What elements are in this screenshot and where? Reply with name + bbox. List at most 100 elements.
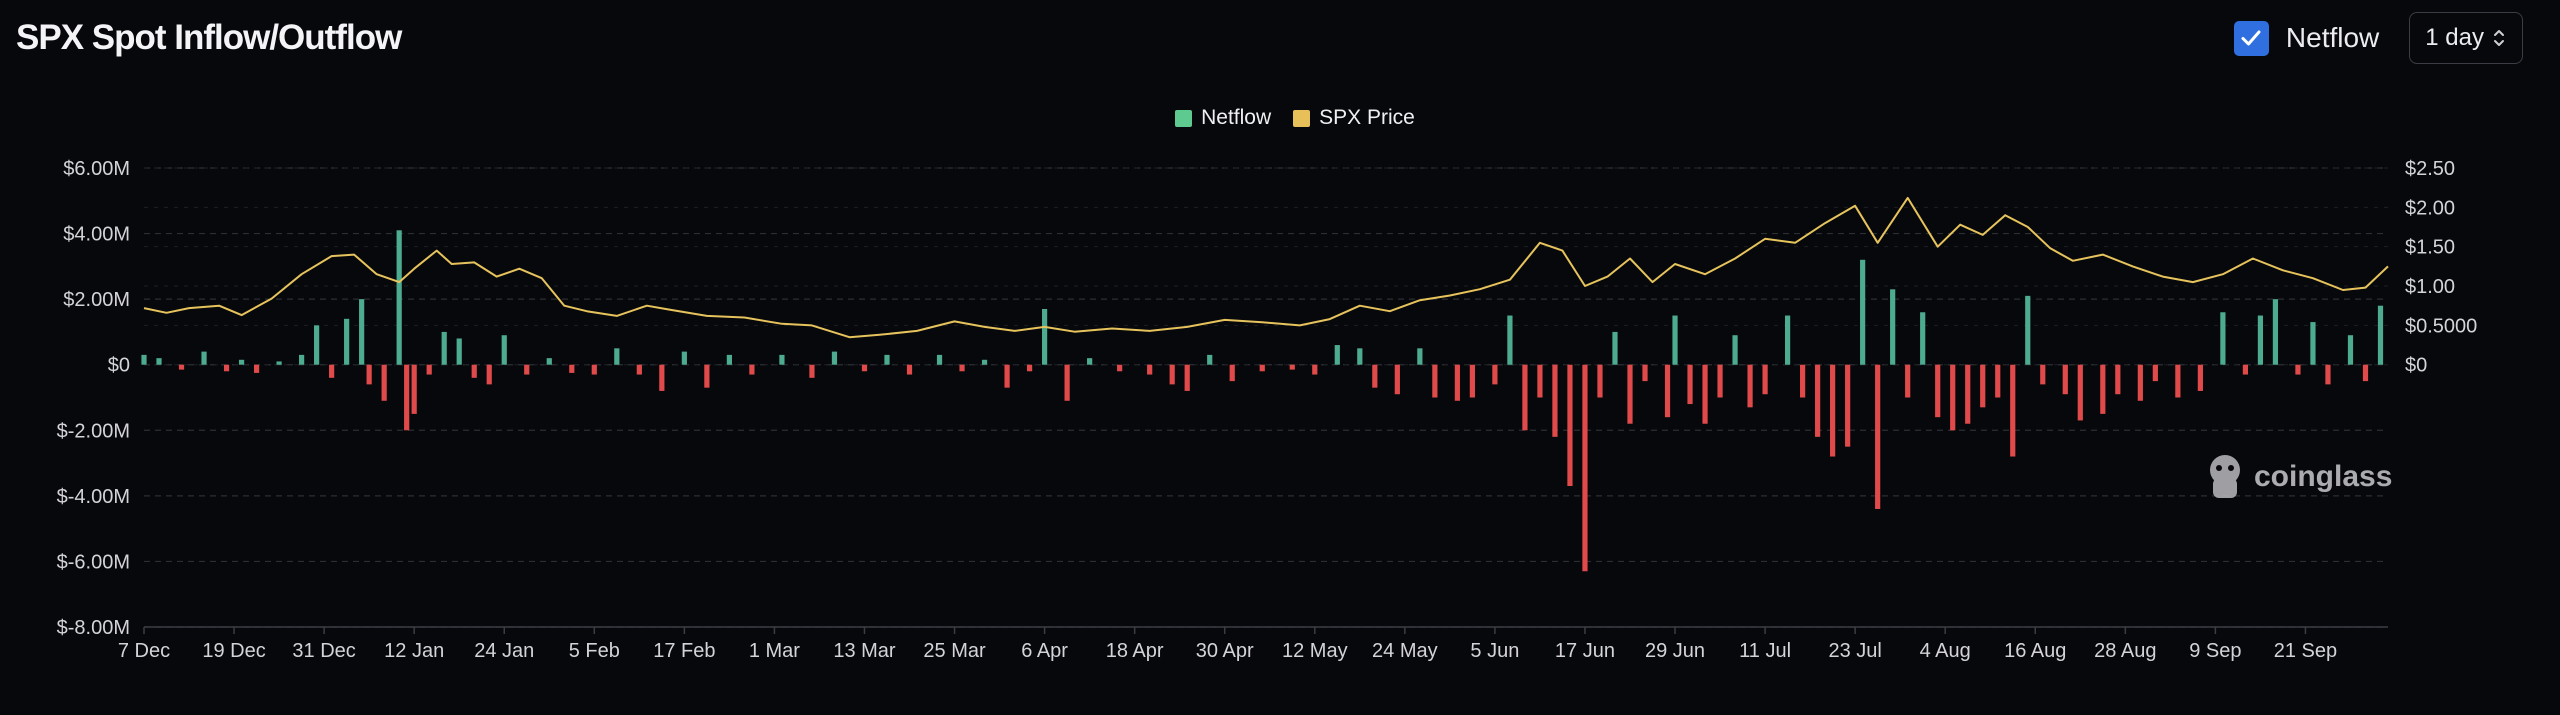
- chevron-up-down-icon: [2492, 27, 2506, 49]
- netflow-bar: [524, 364, 530, 375]
- netflow-bar: [1552, 364, 1558, 437]
- y-right-tick-label: $0.5000: [2405, 315, 2477, 337]
- netflow-bar: [1087, 358, 1093, 365]
- netflow-bar: [569, 364, 575, 373]
- netflow-bar: [1687, 364, 1693, 405]
- netflow-bar: [1642, 364, 1648, 382]
- netflow-bar: [906, 364, 913, 375]
- netflow-bar: [614, 348, 620, 365]
- netflow-bar: [1672, 315, 1678, 365]
- netflow-bar: [2137, 364, 2143, 401]
- netflow-bar: [329, 364, 335, 378]
- netflow-bar: [1117, 364, 1123, 372]
- netflow-bar: [2197, 364, 2203, 391]
- legend-item-price[interactable]: SPX Price: [1293, 106, 1415, 130]
- netflow-bar: [201, 351, 207, 365]
- y-left-tick-label: $2.00M: [63, 289, 130, 311]
- netflow-bar: [426, 364, 432, 375]
- netflow-bar: [2077, 364, 2083, 421]
- netflow-bar: [1815, 364, 1821, 437]
- netflow-bar: [2062, 364, 2068, 395]
- netflow-bar: [2257, 315, 2264, 365]
- netflow-bar: [1582, 364, 1588, 572]
- x-tick-label: 12 May: [1282, 640, 1348, 662]
- netflow-bar: [2242, 364, 2249, 375]
- netflow-bar: [2295, 364, 2301, 375]
- netflow-bar: [959, 364, 965, 372]
- price-line: [143, 196, 2389, 339]
- x-tick-label: 13 Mar: [833, 640, 896, 662]
- netflow-bar: [591, 364, 597, 375]
- netflow-bar: [704, 364, 710, 388]
- x-tick-label: 18 Apr: [1106, 640, 1164, 662]
- x-tick-label: 23 Jul: [1828, 640, 1881, 662]
- netflow-bar: [381, 364, 387, 401]
- y-left-tick-label: $0: [108, 355, 130, 377]
- netflow-bar: [1042, 308, 1048, 365]
- netflow-bar: [1004, 364, 1010, 388]
- x-tick-label: 7 Dec: [118, 640, 170, 662]
- netflow-bar: [1664, 364, 1671, 418]
- x-tick-label: 17 Feb: [653, 640, 715, 662]
- netflow-bar: [456, 338, 462, 365]
- netflow-checkbox-label[interactable]: Netflow: [2285, 22, 2380, 53]
- page-title: SPX Spot Inflow/Outflow: [16, 18, 402, 57]
- y-right-tick-label: $2.50: [2405, 158, 2455, 180]
- y-left-tick-label: $-4.00M: [57, 486, 130, 508]
- netflow-bar: [404, 364, 410, 431]
- netflow-bar: [659, 364, 665, 391]
- netflow-bar: [2100, 364, 2106, 414]
- netflow-bar: [1169, 364, 1175, 385]
- netflow-bar: [2310, 322, 2316, 365]
- x-axis: 7 Dec 19 Dec 31 Dec 12 Jan 24 Jan 5 Feb 17 Feb…: [118, 626, 2388, 662]
- netflow-bar: [366, 364, 372, 385]
- netflow-bar: [1830, 364, 1836, 457]
- price-line-path: [143, 196, 2389, 339]
- x-tick-label: 11 Jul: [1739, 640, 1791, 662]
- interval-select[interactable]: 1 day: [2409, 12, 2523, 64]
- netflow-bar: [1950, 364, 1956, 431]
- y-left-tick-label: $-8.00M: [57, 617, 130, 639]
- netflow-checkbox[interactable]: [2233, 20, 2269, 56]
- netflow-bar: [314, 325, 320, 365]
- x-tick-label: 17 Jun: [1555, 640, 1615, 662]
- netflow-bar: [1875, 364, 1881, 509]
- netflow-bar: [1454, 364, 1460, 401]
- netflow-bar: [1147, 364, 1153, 375]
- x-tick-label: 19 Dec: [202, 640, 265, 662]
- netflow-bar: [1800, 364, 1806, 398]
- netflow-bar: [1372, 364, 1378, 388]
- netflow-bar: [1507, 315, 1513, 365]
- netflow-bar: [1935, 364, 1941, 418]
- netflow-bar: [1522, 364, 1528, 431]
- netflow-bar: [1567, 364, 1573, 487]
- x-tick-label: 24 May: [1372, 640, 1438, 662]
- netflow-bar: [396, 230, 402, 365]
- netflow-bar: [1064, 364, 1070, 401]
- y-right-tick-label: $0: [2405, 355, 2427, 377]
- netflow-bar: [1860, 259, 1866, 365]
- netflow-bar: [1747, 364, 1753, 408]
- netflow-bar: [2010, 364, 2016, 457]
- x-tick-label: 25 Mar: [923, 640, 986, 662]
- netflow-bar: [1417, 348, 1423, 365]
- netflow-bar: [884, 354, 890, 365]
- netflow-bar: [2175, 364, 2181, 398]
- netflow-bar: [546, 358, 552, 365]
- chart-controls: Netflow 1 day: [2233, 12, 2523, 64]
- legend-label-price: SPX Price: [1319, 106, 1415, 129]
- netflow-bar: [1357, 348, 1363, 365]
- x-tick-label: 24 Jan: [474, 640, 534, 662]
- netflow-bar: [1259, 364, 1265, 372]
- netflow-bar: [1026, 364, 1033, 372]
- netflow-bar: [2220, 312, 2226, 365]
- netflow-bar: [1597, 364, 1603, 398]
- legend-item-netflow[interactable]: Netflow: [1175, 106, 1271, 130]
- netflow-bar: [1702, 364, 1708, 424]
- x-tick-label: 31 Dec: [292, 640, 355, 662]
- x-tick-label: 6 Apr: [1021, 640, 1068, 662]
- netflow-bar: [1905, 364, 1911, 398]
- netflow-bar: [2347, 335, 2354, 365]
- coinglass-logo-icon: [2210, 455, 2240, 498]
- netflow-bar: [178, 364, 185, 370]
